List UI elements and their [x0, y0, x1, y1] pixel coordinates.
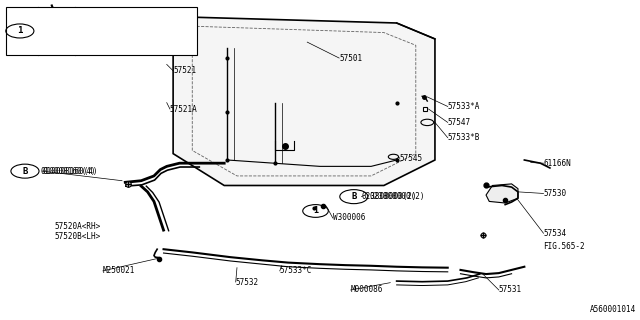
Polygon shape — [173, 17, 435, 186]
Text: 57533*B: 57533*B — [448, 133, 480, 142]
Text: M250021: M250021 — [103, 266, 135, 276]
Text: 57520B<LH>: 57520B<LH> — [55, 232, 101, 241]
Text: 57501: 57501 — [339, 53, 362, 62]
Text: 57533*A: 57533*A — [448, 102, 480, 111]
Text: B: B — [351, 192, 356, 201]
Text: 57531: 57531 — [499, 285, 522, 294]
Text: 1: 1 — [17, 27, 22, 36]
Text: 57534: 57534 — [543, 229, 566, 238]
Text: 57520A<RH>: 57520A<RH> — [55, 222, 101, 231]
Text: 57532: 57532 — [236, 277, 259, 286]
Text: 57521: 57521 — [173, 66, 196, 75]
Text: 57547: 57547 — [448, 118, 471, 127]
Polygon shape — [486, 184, 518, 203]
Text: W300006: W300006 — [333, 213, 365, 222]
Bar — [6, 7, 197, 55]
Text: B: B — [22, 167, 28, 176]
Text: FIG.565-2: FIG.565-2 — [543, 242, 585, 251]
Text: 57521A: 57521A — [170, 105, 198, 114]
Text: 57545: 57545 — [400, 154, 423, 163]
Text: 023808000(2): 023808000(2) — [362, 192, 417, 201]
Text: 57530: 57530 — [543, 189, 566, 198]
Text: 63066: 63066 — [42, 38, 65, 47]
Text: 010008160(4): 010008160(4) — [40, 167, 96, 176]
Text: M000086: M000086 — [351, 285, 383, 294]
Text: 023808000(2): 023808000(2) — [369, 192, 425, 201]
Text: FOR SECURITY SYSTEM: FOR SECURITY SYSTEM — [79, 38, 166, 47]
Polygon shape — [227, 103, 410, 112]
Text: EXC.SECURITY SYSTEM: EXC.SECURITY SYSTEM — [79, 14, 166, 23]
Text: 010008160(4): 010008160(4) — [42, 167, 98, 176]
Text: 61166N: 61166N — [543, 159, 572, 168]
Text: A560001014: A560001014 — [590, 305, 636, 314]
Text: 1: 1 — [313, 206, 318, 215]
Text: 57533*C: 57533*C — [280, 266, 312, 276]
Text: 610661: 610661 — [42, 14, 69, 23]
